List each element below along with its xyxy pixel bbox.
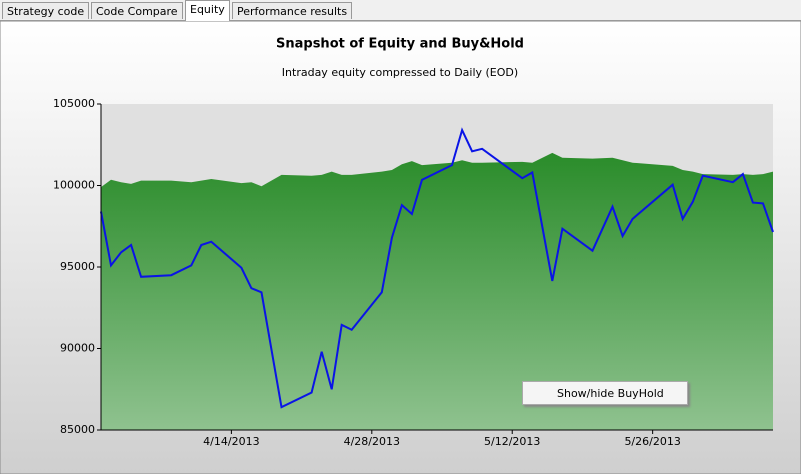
y-tick-label: 100000 xyxy=(53,179,95,192)
x-tick-label: 4/28/2013 xyxy=(344,435,400,448)
chart: Snapshot of Equity and Buy&Hold Intraday… xyxy=(0,21,801,474)
x-tick-label: 5/26/2013 xyxy=(624,435,680,448)
chart-subtitle: Intraday equity compressed to Daily (EOD… xyxy=(282,66,518,79)
tab[interactable]: Performance results xyxy=(232,2,353,19)
y-tick-label: 90000 xyxy=(60,342,95,355)
tab[interactable]: Equity xyxy=(185,0,230,21)
y-tick-label: 95000 xyxy=(60,260,95,273)
menu-item[interactable]: Show/hide BuyHold xyxy=(522,381,688,405)
line xyxy=(100,127,774,409)
tab[interactable]: Strategy code xyxy=(2,2,90,19)
y-tick-label: 105000 xyxy=(53,97,95,110)
chart-title: Snapshot of Equity and Buy&Hold xyxy=(276,37,524,52)
x-tick-label: 5/12/2013 xyxy=(484,435,540,448)
x-tick-label: 4/14/2013 xyxy=(203,435,259,448)
y-tick-label: 85000 xyxy=(60,423,95,436)
tab-bar: Strategy code Code Compare Equity Performan… xyxy=(0,0,801,21)
tab[interactable]: Code Compare xyxy=(91,2,183,19)
